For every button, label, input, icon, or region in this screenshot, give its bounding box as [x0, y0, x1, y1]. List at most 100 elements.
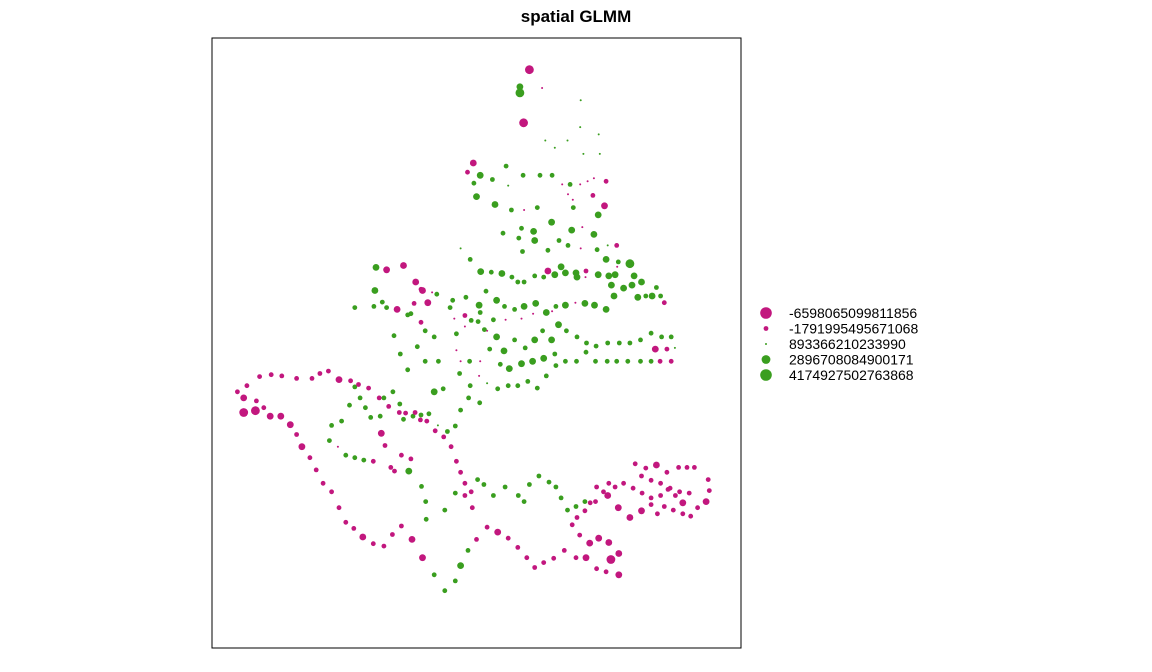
data-point-236	[388, 465, 394, 470]
data-point-148	[462, 313, 468, 318]
data-point-97	[574, 301, 577, 304]
data-point-77	[562, 269, 569, 277]
data-point-98	[562, 301, 569, 309]
data-point-100	[542, 309, 550, 316]
data-point-333	[431, 572, 437, 578]
data-point-364	[309, 376, 315, 381]
data-point-20	[520, 172, 526, 178]
data-point-107	[475, 301, 483, 309]
data-point-48	[520, 249, 525, 254]
data-point-154	[493, 333, 500, 341]
data-point-139	[440, 386, 446, 392]
data-point-156	[512, 337, 517, 343]
data-point-90	[654, 285, 659, 290]
data-point-180	[604, 358, 610, 364]
data-point-109	[463, 325, 466, 328]
data-point-376	[418, 417, 423, 423]
data-point-70	[488, 269, 494, 275]
data-point-350	[286, 421, 294, 429]
data-point-89	[648, 292, 656, 300]
data-point-378	[432, 428, 438, 434]
data-point-354	[254, 398, 259, 404]
data-point-348	[298, 443, 306, 451]
data-point-118	[371, 304, 377, 309]
data-point-250	[475, 477, 480, 482]
data-point-216	[418, 412, 424, 418]
data-point-127	[431, 291, 434, 294]
data-point-210	[466, 395, 471, 401]
data-point-245	[423, 516, 429, 522]
data-point-157	[522, 345, 528, 351]
data-point-242	[405, 467, 413, 475]
data-point-29	[603, 178, 609, 184]
data-point-25	[561, 183, 564, 186]
data-point-321	[541, 560, 547, 565]
data-point-9	[553, 146, 556, 149]
data-point-266	[614, 504, 622, 512]
data-point-86	[630, 272, 638, 280]
data-point-343	[336, 505, 342, 511]
legend-label-1: -1791995495671068	[789, 321, 918, 337]
data-point-170	[497, 361, 503, 367]
data-point-233	[352, 455, 358, 461]
data-point-336	[399, 523, 404, 529]
data-point-63	[625, 259, 635, 269]
data-point-163	[532, 312, 535, 315]
data-point-211	[458, 407, 463, 413]
data-point-238	[408, 456, 414, 462]
data-point-24	[567, 182, 573, 187]
data-point-357	[240, 394, 248, 402]
data-point-53	[579, 247, 582, 250]
data-point-299	[621, 480, 626, 486]
data-point-125	[412, 278, 420, 286]
data-point-54	[594, 247, 600, 253]
data-point-249	[469, 505, 475, 511]
data-point-310	[595, 534, 603, 542]
data-point-113	[424, 299, 432, 307]
data-point-254	[515, 493, 521, 498]
data-point-323	[524, 555, 530, 561]
data-point-165	[504, 318, 507, 321]
data-point-103	[512, 307, 517, 312]
data-point-207	[495, 386, 501, 392]
data-point-301	[606, 480, 612, 486]
data-point-224	[363, 405, 368, 411]
data-point-168	[475, 319, 481, 324]
data-point-36	[534, 205, 540, 211]
data-point-372	[386, 404, 392, 409]
data-point-307	[569, 522, 575, 528]
data-point-145	[459, 360, 462, 363]
data-point-71	[498, 270, 506, 277]
data-point-91	[661, 300, 667, 306]
data-point-67	[459, 247, 462, 250]
legend-label-0: -6598065099811856	[789, 305, 917, 321]
data-point-345	[320, 480, 326, 486]
data-point-234	[361, 457, 367, 463]
data-point-338	[381, 543, 387, 549]
data-point-198	[584, 340, 589, 346]
data-point-183	[638, 358, 643, 364]
data-point-320	[551, 555, 557, 561]
data-point-361	[268, 372, 274, 378]
data-point-375	[412, 410, 418, 415]
data-point-182	[625, 358, 631, 364]
data-point-262	[573, 504, 579, 509]
data-point-80	[594, 271, 602, 279]
data-point-297	[639, 490, 645, 496]
data-point-15	[465, 169, 470, 175]
data-point-27	[592, 177, 595, 180]
data-point-258	[546, 479, 552, 485]
data-point-143	[467, 358, 472, 364]
data-point-142	[477, 400, 483, 406]
data-point-136	[431, 334, 437, 340]
data-point-314	[615, 571, 623, 579]
data-point-340	[359, 533, 367, 541]
data-point-164	[520, 317, 523, 320]
data-point-41	[519, 225, 524, 231]
data-point-93	[610, 292, 618, 300]
data-point-189	[673, 346, 676, 349]
legend-label-3: 2896708084900171	[789, 352, 914, 368]
data-point-383	[462, 480, 468, 486]
data-point-203	[534, 385, 540, 391]
data-point-298	[630, 485, 636, 491]
